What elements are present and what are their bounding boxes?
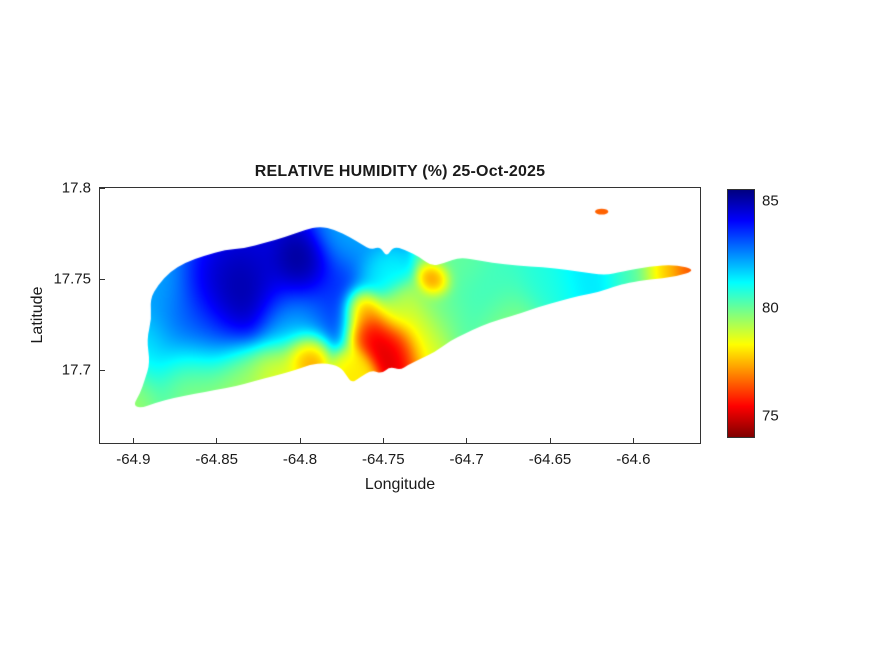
colorbar-gradient-canvas — [728, 190, 754, 437]
x-tick-label: -64.6 — [616, 451, 651, 468]
colorbar-tick-label: 75 — [762, 407, 779, 425]
y-tick-label: 17.8 — [61, 179, 91, 197]
x-tick-label: -64.85 — [195, 451, 238, 468]
x-tick-mark — [299, 438, 301, 443]
x-tick-label: -64.7 — [449, 451, 484, 468]
x-tick-mark — [632, 438, 634, 443]
x-tick-mark — [549, 438, 551, 443]
x-tick-mark — [466, 438, 468, 443]
x-tick-label: -64.8 — [282, 451, 318, 468]
y-tick-label: 17.7 — [61, 361, 91, 379]
x-tick-mark — [132, 438, 134, 443]
y-tick-mark — [100, 278, 105, 280]
x-tick-label: -64.75 — [362, 451, 405, 468]
plot-area — [99, 187, 701, 444]
colorbar — [727, 189, 755, 438]
x-tick-label: -64.65 — [528, 451, 572, 468]
y-tick-mark — [100, 187, 105, 189]
colorbar-tick-label: 80 — [762, 299, 779, 317]
humidity-heatmap-canvas — [100, 188, 700, 443]
colorbar-tick-label: 85 — [762, 192, 779, 210]
y-axis-label: Latitude — [29, 286, 46, 344]
y-tick-label: 17.75 — [53, 270, 91, 288]
x-tick-mark — [382, 438, 384, 443]
x-tick-mark — [216, 438, 218, 443]
x-axis-label: Longitude — [364, 476, 436, 493]
chart-title: RELATIVE HUMIDITY (%) 25-Oct-2025 — [254, 163, 546, 180]
y-tick-mark — [100, 369, 105, 371]
x-tick-label: -64.9 — [116, 451, 151, 468]
